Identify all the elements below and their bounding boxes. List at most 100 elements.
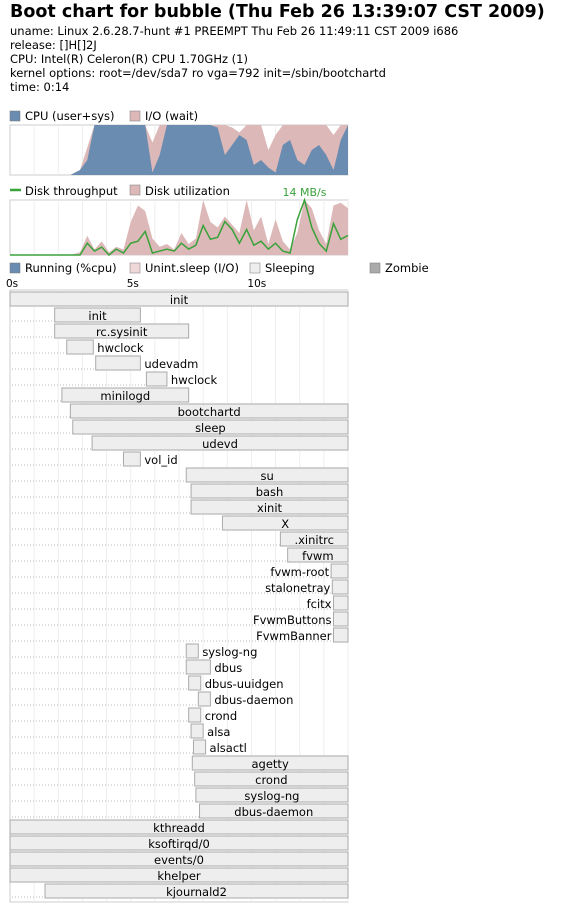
process-bar (279, 531, 349, 547)
legend-label-sleeping: Sleeping (265, 261, 315, 275)
process-bar (185, 643, 199, 659)
process-label: events/0 (154, 853, 204, 867)
process-bar (221, 515, 349, 531)
legend-label-utilization: Disk utilization (145, 184, 230, 198)
process-label: bootchartd (178, 405, 241, 419)
legend-swatch-io (129, 110, 141, 122)
process-label: vol_id (144, 453, 177, 467)
process-bar (194, 771, 349, 787)
time-axis-tick-label: 10s (247, 278, 266, 290)
process-bar (333, 627, 349, 643)
process-bar (9, 867, 349, 883)
throughput-peak-label: 14 MB/s (283, 186, 327, 199)
process-bar (190, 723, 204, 739)
release-line: release: []H[]2J (10, 38, 97, 52)
process-label: .xinitrc (294, 533, 333, 547)
process-bar (185, 659, 211, 675)
process-bar (95, 355, 141, 371)
process-bar (145, 371, 168, 387)
uname-line: uname: Linux 2.6.28.7-hunt #1 PREEMPT Th… (10, 24, 459, 38)
process-label: FvwmBanner (256, 629, 332, 643)
process-label: dbus (214, 661, 242, 675)
process-label: FvwmButtons (253, 613, 332, 627)
legend-swatch-unint-sleep (129, 262, 141, 274)
process-bar (9, 851, 349, 867)
process-label: sleep (195, 421, 226, 435)
process-bar (331, 579, 349, 595)
process-label: stalonetray (265, 581, 330, 595)
process-bar (191, 755, 349, 771)
boot-time-line: time: 0:14 (10, 80, 70, 94)
legend-swatch-sleeping (249, 262, 261, 274)
chart-title: Boot chart for bubble (Thu Feb 26 13:39:… (10, 2, 545, 22)
process-label: rc.sysinit (96, 325, 148, 339)
process-label: fvwm (302, 549, 333, 563)
process-label: ksoftirqd/0 (148, 837, 210, 851)
process-label: su (260, 469, 273, 483)
legend-label-zombie: Zombie (385, 261, 429, 275)
process-bar (185, 467, 349, 483)
cpu-line: CPU: Intel(R) Celeron(R) CPU 1.70GHz (1) (10, 52, 248, 66)
process-bar (188, 675, 202, 691)
process-label: bash (256, 485, 284, 499)
legend-label-throughput: Disk throughput (25, 184, 118, 198)
process-label: dbus-daemon (214, 693, 293, 707)
process-label: alsactl (210, 741, 247, 755)
process-bar (44, 883, 349, 899)
process-bar (66, 339, 94, 355)
process-bar (54, 307, 141, 323)
legend-label-unint-sleep: Unint.sleep (I/O) (145, 261, 239, 275)
legend-swatch-zombie (369, 262, 381, 274)
process-label: dbus-daemon (234, 805, 313, 819)
process-label: agetty (252, 757, 289, 771)
time-axis-tick-label: 5s (127, 278, 139, 290)
process-bar (9, 835, 349, 851)
process-label: X (281, 517, 289, 531)
process-label: udevd (202, 437, 238, 451)
process-label: init (170, 293, 189, 307)
process-bar (333, 595, 349, 611)
process-label: dbus-uuidgen (205, 677, 284, 691)
process-label: syslog-ng (202, 645, 257, 659)
process-bar (333, 611, 349, 627)
process-bar (287, 547, 349, 563)
process-label: hwclock (97, 341, 144, 355)
process-bar (122, 451, 141, 467)
process-bar (91, 435, 349, 451)
process-bar (61, 387, 190, 403)
process-bar (69, 403, 349, 419)
process-bar (9, 291, 349, 307)
process-bar (9, 819, 349, 835)
process-bar (188, 707, 202, 723)
process-bar (190, 499, 349, 515)
process-label: udevadm (144, 357, 198, 371)
process-label: crond (255, 773, 287, 787)
process-label: syslog-ng (244, 789, 299, 803)
process-label: fcitx (307, 597, 332, 611)
legend-swatch-utilization (129, 184, 141, 196)
process-bar (54, 323, 190, 339)
legend-swatch-cpu (9, 110, 21, 122)
process-label: init (88, 309, 107, 323)
legend-label-cpu: CPU (user+sys) (25, 109, 115, 123)
kernel-options-line: kernel options: root=/dev/sda7 ro vga=79… (10, 66, 386, 80)
process-bar (192, 739, 207, 755)
process-label: kthreadd (153, 821, 205, 835)
process-label: hwclock (171, 373, 218, 387)
process-label: crond (205, 709, 237, 723)
legend-label-io: I/O (wait) (145, 109, 198, 123)
process-bar (195, 787, 349, 803)
legend-swatch-running (9, 262, 21, 274)
process-label: minilogd (100, 389, 150, 403)
disk-throughput-line (10, 197, 349, 257)
process-label: alsa (207, 725, 230, 739)
process-bar (330, 563, 349, 579)
process-bar (190, 483, 349, 499)
process-label: khelper (157, 869, 201, 883)
cpu-area (10, 125, 348, 175)
process-bar (72, 419, 349, 435)
process-label: xinit (257, 501, 282, 515)
time-axis-tick-label: 0s (6, 278, 18, 290)
process-bar (199, 803, 349, 819)
